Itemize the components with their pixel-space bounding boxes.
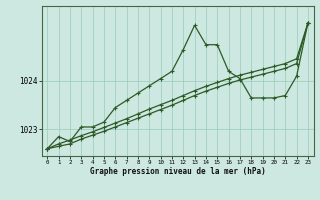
X-axis label: Graphe pression niveau de la mer (hPa): Graphe pression niveau de la mer (hPa) — [90, 167, 266, 176]
